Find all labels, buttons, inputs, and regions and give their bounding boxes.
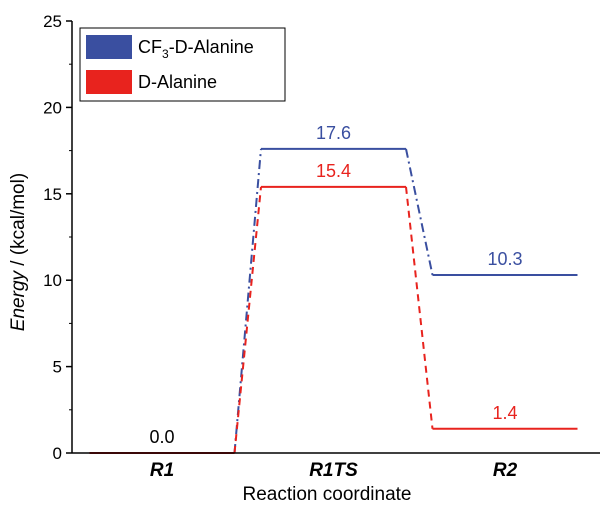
connector-cf3-d-alanine bbox=[405, 148, 434, 276]
data-label-d-alanine: 0.0 bbox=[149, 427, 174, 447]
legend-label-cf3-d-alanine: CF3-D-Alanine bbox=[138, 37, 254, 61]
x-axis-title: Reaction coordinate bbox=[243, 484, 412, 505]
legend-label-cf3-part2: -D-Alanine bbox=[169, 37, 254, 57]
connector-d-alanine bbox=[405, 186, 434, 429]
data-label-d-alanine: 15.4 bbox=[316, 161, 351, 181]
y-tick-label: 0 bbox=[53, 444, 62, 463]
axes: 0 5 10 15 20 25 R1 R1TS R2 bbox=[43, 12, 600, 481]
y-tick-label: 15 bbox=[43, 185, 62, 204]
connector-cf3-d-alanine bbox=[233, 148, 262, 454]
y-tick-label: 25 bbox=[43, 12, 62, 31]
y-tick-label: 5 bbox=[53, 358, 62, 377]
plot-area: 17.6 10.3 0.0 15.4 1.4 bbox=[89, 123, 578, 454]
legend-swatch-cf3-d-alanine bbox=[86, 35, 132, 59]
x-category-label: R1 bbox=[150, 460, 174, 481]
legend-label-d-alanine: D-Alanine bbox=[138, 72, 217, 92]
legend: CF3-D-Alanine D-Alanine bbox=[79, 27, 286, 102]
y-axis-title-unit: / (kcal/mol) bbox=[8, 173, 29, 271]
data-label-d-alanine: 1.4 bbox=[492, 403, 517, 423]
legend-label-cf3-subscript: 3 bbox=[162, 47, 169, 61]
legend-swatch-d-alanine bbox=[86, 70, 132, 94]
y-tick-label: 20 bbox=[43, 98, 62, 117]
y-axis-title: Energy / (kcal/mol) bbox=[8, 173, 29, 331]
y-tick-label: 10 bbox=[43, 271, 62, 290]
data-label-cf3-d-alanine: 10.3 bbox=[487, 249, 522, 269]
x-category-label: R1TS bbox=[309, 460, 358, 481]
y-axis-title-italic: Energy bbox=[8, 269, 29, 331]
data-label-cf3-d-alanine: 17.6 bbox=[316, 123, 351, 143]
connector-d-alanine bbox=[233, 186, 262, 454]
x-category-label: R2 bbox=[493, 460, 518, 481]
legend-label-cf3-part1: CF bbox=[138, 37, 162, 57]
